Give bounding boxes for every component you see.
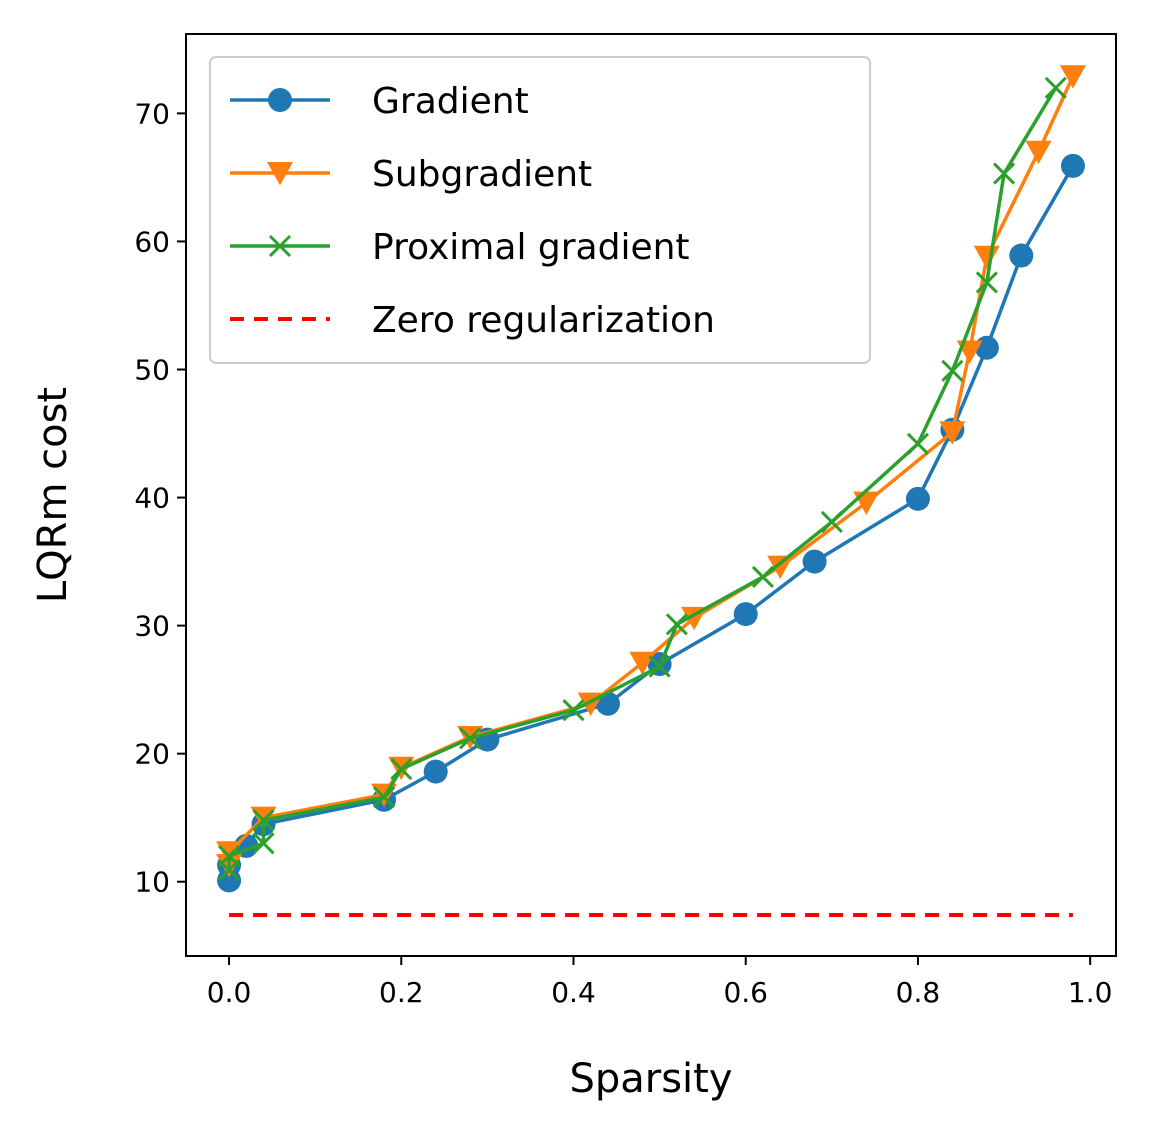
- legend-label-proximal-gradient: Proximal gradient: [372, 227, 690, 268]
- legend-marker-proximal-gradient: [268, 234, 292, 258]
- data-point-gradient-15: [1060, 153, 1085, 178]
- data-point-proximal-gradient-7-stroke-b: [562, 699, 585, 722]
- legend-box: [209, 56, 871, 364]
- x-tick-label-1: 0.2: [379, 976, 424, 1009]
- data-point-proximal-gradient-14-stroke-b: [975, 271, 998, 294]
- data-point-proximal-gradient-3-stroke-b: [252, 809, 275, 832]
- legend-label-zero-regularization: Zero regularization: [372, 300, 715, 341]
- data-point-proximal-gradient-7: [562, 699, 585, 722]
- data-point-proximal-gradient-6-stroke-b: [459, 727, 482, 750]
- data-point-proximal-gradient-8: [648, 655, 671, 678]
- data-point-proximal-gradient-3: [252, 809, 275, 832]
- data-point-proximal-gradient-1: [217, 845, 241, 868]
- data-point-proximal-gradient-6: [459, 727, 482, 750]
- y-tick-label-0: 10: [134, 866, 170, 899]
- data-point-subgradient-11: [939, 421, 966, 445]
- y-tick-label-5: 60: [134, 225, 170, 258]
- y-axis-title: LQRm cost: [30, 387, 76, 603]
- data-point-gradient-14: [1009, 243, 1034, 268]
- x-tick-label-5: 1.0: [1068, 976, 1113, 1009]
- data-point-subgradient-1: [216, 841, 243, 865]
- data-point-proximal-gradient-4: [372, 786, 396, 809]
- legend-label-gradient: Gradient: [372, 81, 529, 122]
- legend-marker-subgradient: [267, 161, 293, 186]
- data-point-proximal-gradient-9: [665, 613, 688, 636]
- legend-entry-subgradient: Subgradient: [230, 154, 592, 195]
- y-tick-label-1: 20: [134, 738, 170, 771]
- data-point-proximal-gradient-16: [1044, 76, 1067, 99]
- data-point-proximal-gradient-4-stroke-b: [372, 786, 396, 809]
- data-point-gradient-7: [595, 691, 620, 716]
- data-point-proximal-gradient-2: [252, 832, 275, 855]
- x-axis-title: Sparsity: [569, 1056, 732, 1102]
- data-point-subgradient-14: [1025, 140, 1052, 165]
- data-point-proximal-gradient-16-stroke-b: [1044, 76, 1067, 99]
- data-point-proximal-gradient-10-stroke-b: [751, 565, 775, 589]
- data-point-proximal-gradient-13: [941, 359, 964, 382]
- legend: Gradient Subgradient Proximal gradient Zero…: [209, 56, 871, 364]
- data-point-proximal-gradient-11: [820, 510, 843, 533]
- series-proximal-gradient: [217, 76, 1067, 882]
- data-point-subgradient-9: [767, 555, 794, 580]
- legend-entry-gradient: Gradient: [230, 81, 529, 122]
- legend-marker-gradient: [268, 88, 292, 112]
- y-tick-label-6: 70: [134, 97, 170, 130]
- y-tick-label-3: 40: [134, 482, 170, 515]
- plot-frame: [185, 33, 1117, 957]
- data-point-proximal-gradient-2-stroke-b: [252, 832, 275, 855]
- data-point-proximal-gradient-8-stroke-b: [648, 655, 671, 678]
- data-point-proximal-gradient-14: [975, 271, 998, 294]
- data-point-proximal-gradient-1-stroke-b: [217, 845, 241, 868]
- legend-entry-zero-regularization: Zero regularization: [230, 300, 715, 341]
- x-tick-label-4: 0.8: [896, 976, 941, 1009]
- data-point-gradient-5: [423, 759, 448, 784]
- legend-label-subgradient: Subgradient: [372, 154, 592, 195]
- legend-marker-proximal-gradient-stroke-b: [268, 234, 292, 258]
- y-tick-label-2: 30: [134, 610, 170, 643]
- legend-entry-proximal-gradient: Proximal gradient: [230, 227, 690, 268]
- data-point-proximal-gradient-12: [906, 432, 930, 455]
- data-point-proximal-gradient-11-stroke-b: [820, 510, 843, 533]
- series-layer: [216, 65, 1086, 918]
- data-point-proximal-gradient-15-stroke-b: [992, 162, 1016, 185]
- data-point-proximal-gradient-9-stroke-b: [665, 613, 688, 636]
- data-point-gradient-10: [802, 549, 827, 574]
- y-tick-label-4: 50: [134, 354, 170, 387]
- y-axis: 10 20 30 40 50 60 70: [134, 97, 186, 899]
- data-point-proximal-gradient-5: [390, 757, 413, 781]
- x-axis: 0.0 0.2 0.4 0.6 0.8 1.0: [207, 956, 1113, 1009]
- x-tick-label-3: 0.6: [723, 976, 768, 1009]
- data-point-gradient-11: [905, 486, 930, 511]
- x-tick-label-0: 0.0: [207, 976, 252, 1009]
- data-point-proximal-gradient-15: [992, 162, 1016, 185]
- data-point-proximal-gradient-5-stroke-b: [390, 757, 413, 781]
- data-point-proximal-gradient-13-stroke-b: [941, 359, 964, 382]
- data-point-proximal-gradient-10: [751, 565, 775, 589]
- data-point-proximal-gradient-12-stroke-b: [906, 432, 930, 455]
- x-tick-label-2: 0.4: [551, 976, 596, 1009]
- data-point-gradient-9: [733, 602, 758, 627]
- data-point-subgradient-15: [1059, 65, 1086, 89]
